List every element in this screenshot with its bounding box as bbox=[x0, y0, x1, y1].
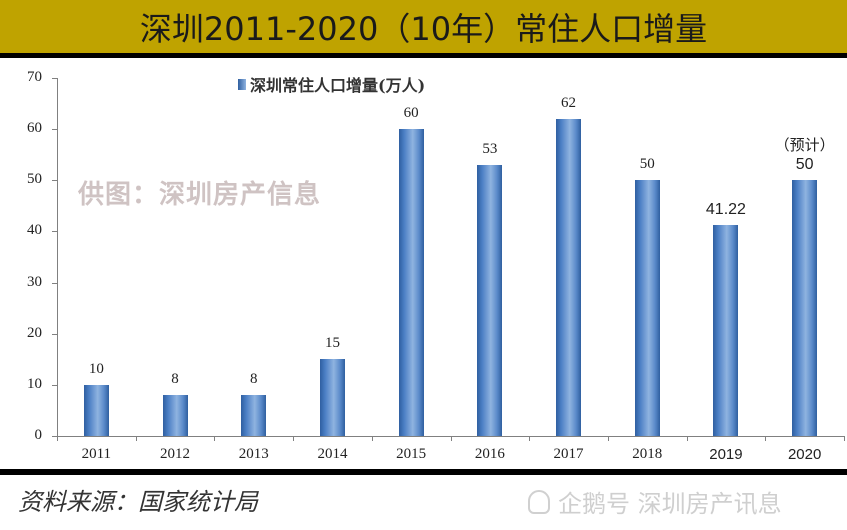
value-label: 15 bbox=[324, 335, 340, 352]
x-tick bbox=[214, 436, 216, 441]
x-tick-label: 2019 bbox=[709, 446, 743, 463]
y-tick bbox=[52, 231, 57, 233]
watermark: 供图：深圳房产信息 bbox=[78, 180, 322, 210]
bar-chart: 深圳常住人口增量(万人) 供图：深圳房产信息 0 10 20 30 40 50 60 70 10… bbox=[0, 58, 847, 469]
data-source: 资料来源：国家统计局 bbox=[18, 488, 258, 516]
x-tick-label: 2013 bbox=[238, 446, 269, 462]
value-label: 41.22 bbox=[705, 201, 746, 219]
x-tick bbox=[57, 436, 58, 441]
y-tick bbox=[52, 333, 57, 335]
y-tick bbox=[52, 129, 57, 131]
penguin-icon bbox=[528, 489, 550, 514]
bar-2016 bbox=[477, 164, 503, 436]
bar-2018 bbox=[634, 180, 660, 436]
bar-2011 bbox=[83, 384, 109, 436]
y-tick bbox=[52, 180, 57, 182]
y-axis bbox=[57, 78, 58, 436]
top-divider bbox=[0, 53, 847, 58]
legend-square-icon bbox=[238, 78, 246, 90]
bar-2014 bbox=[319, 359, 345, 436]
x-tick-label: 2020 bbox=[787, 446, 822, 463]
bar-2020 bbox=[792, 180, 818, 436]
bar-2019 bbox=[713, 225, 739, 436]
value-label: 10 bbox=[88, 360, 104, 377]
forecast-annotation: （预计） bbox=[774, 136, 835, 155]
y-tick-label: 50 bbox=[27, 171, 42, 188]
value-label: 50 bbox=[639, 156, 655, 173]
x-tick bbox=[529, 436, 531, 441]
x-tick bbox=[135, 436, 137, 441]
y-tick-label: 60 bbox=[27, 120, 42, 137]
value-label: 8 bbox=[171, 371, 179, 388]
x-tick-label: 2018 bbox=[632, 446, 663, 462]
brand-watermark: 企鹅号 深圳房产讯息 bbox=[528, 484, 782, 519]
y-tick bbox=[52, 384, 57, 386]
x-tick-label: 2017 bbox=[553, 446, 584, 462]
bar-2015 bbox=[398, 129, 424, 436]
x-tick bbox=[293, 436, 295, 441]
x-tick bbox=[844, 436, 845, 441]
x-tick bbox=[450, 436, 452, 441]
y-tick bbox=[52, 436, 57, 437]
value-label: 62 bbox=[561, 94, 577, 111]
value-label: 50 bbox=[795, 156, 814, 174]
y-tick-label: 40 bbox=[27, 222, 42, 239]
title-bar: 深圳2011-2020（10年）常住人口增量 bbox=[0, 0, 847, 53]
x-tick-label: 2011 bbox=[81, 446, 112, 462]
y-tick-label: 10 bbox=[27, 375, 42, 392]
x-tick bbox=[607, 436, 609, 441]
bar-2013 bbox=[241, 395, 267, 436]
x-tick bbox=[765, 436, 767, 441]
legend-label: 深圳常住人口增量(万人) bbox=[250, 76, 426, 95]
bottom-divider bbox=[0, 469, 847, 475]
x-tick bbox=[371, 436, 373, 441]
chart-title: 深圳2011-2020（10年）常住人口增量 bbox=[139, 9, 708, 48]
x-tick-label: 2016 bbox=[474, 446, 505, 462]
x-tick-label: 2014 bbox=[317, 446, 348, 462]
brand-label: 企鹅号 深圳房产讯息 bbox=[558, 490, 782, 518]
y-tick bbox=[52, 78, 57, 79]
value-label: 60 bbox=[403, 105, 419, 122]
y-tick-label: 70 bbox=[27, 69, 42, 85]
x-tick-label: 2015 bbox=[396, 446, 427, 462]
bar-2017 bbox=[556, 118, 582, 436]
x-tick bbox=[686, 436, 688, 441]
value-label: 8 bbox=[250, 371, 258, 388]
x-tick-label: 2012 bbox=[160, 446, 191, 462]
legend: 深圳常住人口增量(万人) bbox=[238, 72, 425, 96]
value-label: 53 bbox=[482, 140, 498, 157]
y-tick-label: 20 bbox=[27, 324, 42, 341]
y-tick bbox=[52, 282, 57, 284]
bar-2012 bbox=[162, 395, 188, 436]
y-tick-label: 0 bbox=[34, 427, 43, 443]
y-tick-label: 30 bbox=[27, 273, 42, 290]
